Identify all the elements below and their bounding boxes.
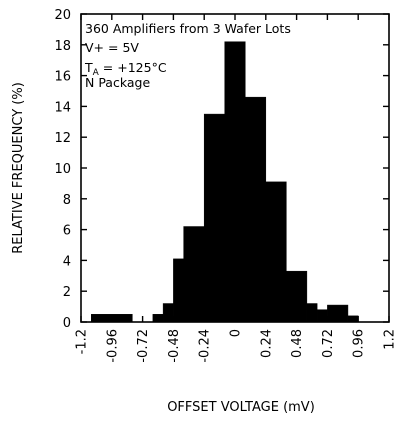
x-tick-label: -1.2 <box>75 329 90 354</box>
x-tick-label: 0.72 <box>321 329 336 358</box>
histogram-bar <box>163 304 173 322</box>
y-tick-label: 14 <box>54 100 71 115</box>
x-tick-label: 1.2 <box>383 329 397 350</box>
histogram-bar <box>204 114 225 322</box>
y-tick-label: 2 <box>63 285 71 300</box>
x-axis-label: OFFSET VOLTAGE (mV) <box>167 400 315 415</box>
annotation-line-1: 360 Amplifiers from 3 Wafer Lots <box>85 21 291 36</box>
histogram-bar <box>173 259 183 322</box>
x-tick-label: 0.96 <box>352 329 367 358</box>
y-tick-label: 10 <box>54 162 71 177</box>
histogram-bar <box>266 182 287 322</box>
histogram-bar <box>225 42 246 322</box>
y-tick-label: 4 <box>63 254 71 269</box>
annotation-line-3-main: T <box>84 60 93 75</box>
x-tick-label: -0.96 <box>105 329 120 363</box>
histogram-bar <box>348 316 358 322</box>
x-tick-label: 0 <box>229 329 244 337</box>
y-tick-label: 8 <box>63 193 71 208</box>
histogram-bar <box>286 271 307 322</box>
annotation-line-4: N Package <box>85 75 150 90</box>
x-tick-label: -0.72 <box>136 329 151 363</box>
histogram-bar <box>245 97 266 322</box>
histogram-bar <box>307 304 317 322</box>
x-tick-label: 0.48 <box>290 329 305 358</box>
y-tick-label: 20 <box>54 8 71 23</box>
y-tick-label: 0 <box>63 316 71 331</box>
y-tick-label: 18 <box>54 39 71 54</box>
x-tick-label: 0.24 <box>259 329 274 358</box>
y-tick-label: 16 <box>54 70 71 85</box>
histogram-bar <box>184 227 205 322</box>
x-tick-label: -0.24 <box>198 329 213 363</box>
x-tick-label: -0.48 <box>167 329 182 363</box>
y-tick-label: 12 <box>54 131 71 146</box>
y-axis-label: RELATIVE FREQUENCY (%) <box>11 82 26 254</box>
histogram-bar <box>153 314 163 322</box>
histogram-bar <box>327 305 348 322</box>
annotation-line-3-rest: = +125°C <box>99 60 167 75</box>
y-tick-label: 6 <box>63 224 71 239</box>
annotation-block: 360 Amplifiers from 3 Wafer Lots V+ = 5V… <box>84 21 291 90</box>
annotation-line-2: V+ = 5V <box>85 40 139 55</box>
histogram-bar <box>317 310 327 322</box>
